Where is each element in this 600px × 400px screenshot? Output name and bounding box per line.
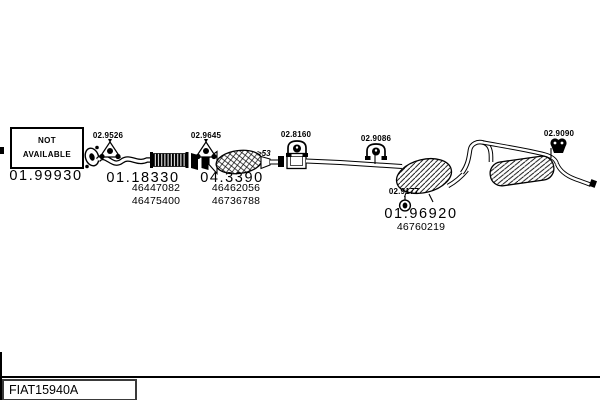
part-label-catalyst[interactable]: 04.3390 xyxy=(200,170,264,186)
ring-icon-muffler xyxy=(398,196,412,212)
footer-divider xyxy=(0,376,600,378)
fitting-label-clamp-front[interactable]: 02.9526 xyxy=(92,131,124,140)
flex-braid xyxy=(150,152,189,168)
front-pipe xyxy=(95,154,153,166)
frame-left-edge xyxy=(0,352,2,400)
rear-assembly xyxy=(460,139,598,188)
fitting-label-bracket-joint[interactable]: 02.8160 xyxy=(280,130,312,139)
joint-flange xyxy=(278,152,307,170)
drawing-code: FIAT15940A xyxy=(9,383,79,397)
clamp-icon-front xyxy=(98,139,122,160)
not-available-line1: NOT xyxy=(37,136,57,146)
fitting-label-clamp-cat[interactable]: 02.9645 xyxy=(190,131,222,140)
part-label-front-pipe[interactable]: 01.18330 xyxy=(106,170,180,186)
part-number: 46475400 xyxy=(131,195,181,207)
not-available-line2: AVAILABLE xyxy=(22,150,72,159)
part-number: 46736788 xyxy=(211,195,261,207)
drawing-code-box: FIAT15940A xyxy=(2,379,137,400)
part-label-mid-muffler[interactable]: 01.96920 xyxy=(384,206,458,222)
fitting-label-hanger-mid[interactable]: 02.9086 xyxy=(360,134,392,143)
catalyst-marker: >53 xyxy=(257,149,271,158)
fitting-label-ring-muffler[interactable]: 02.9177 xyxy=(388,187,420,196)
tailpipe-tip xyxy=(588,179,598,188)
part-number: 46462056 xyxy=(211,182,261,194)
centre-pipe xyxy=(305,153,403,169)
not-available-box: NOT AVAILABLE xyxy=(10,127,84,169)
part-label-front-section[interactable]: 01.99930 xyxy=(9,168,83,184)
rear-muffler xyxy=(489,155,555,187)
bracket-icon-joint xyxy=(286,140,308,157)
clamp-icon-cat xyxy=(194,139,218,160)
part-number: 46760219 xyxy=(396,221,446,233)
rubber-hanger-icon-rear xyxy=(550,138,567,153)
part-number: 46447082 xyxy=(131,182,181,194)
hanger-icon-mid xyxy=(365,143,387,160)
manifold-flange xyxy=(0,145,100,169)
fitting-label-hanger-rear[interactable]: 02.9090 xyxy=(543,129,575,138)
mid-muffler xyxy=(395,157,469,203)
